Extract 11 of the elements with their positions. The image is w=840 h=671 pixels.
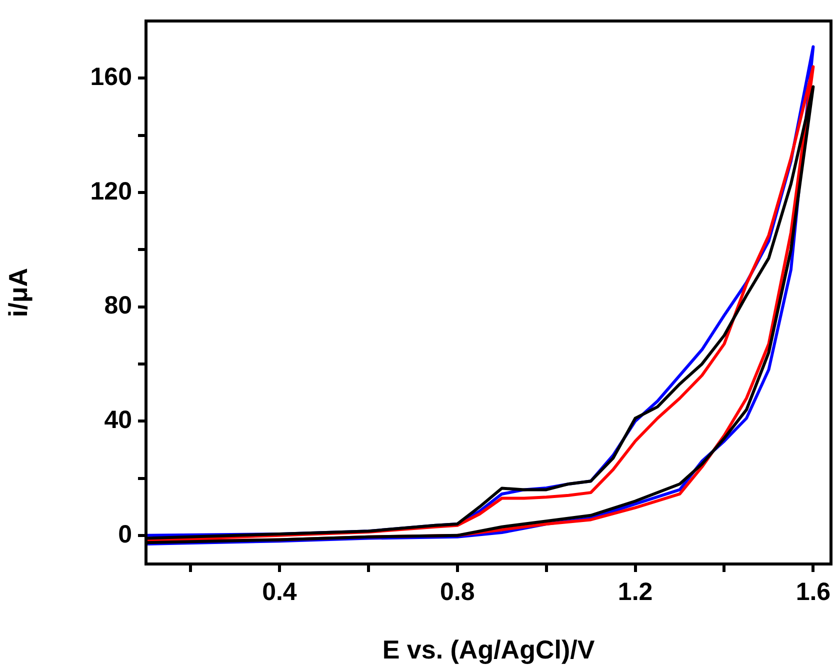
- x-tick-label: 0.8: [440, 578, 475, 606]
- x-tick-label: 1.6: [796, 578, 831, 606]
- y-axis-title: i/μA: [2, 268, 33, 318]
- x-tick-label: 0.4: [262, 578, 297, 606]
- x-axis-title: E vs. (Ag/AgCl)/V: [382, 634, 596, 665]
- y-tick-label: 160: [90, 63, 132, 92]
- y-tick-label: 120: [90, 177, 132, 206]
- y-tick-label: 80: [104, 292, 132, 320]
- y-tick-label: 0: [118, 520, 132, 548]
- x-tick-label: 1.2: [618, 578, 653, 606]
- y-tick-label: 40: [104, 406, 132, 434]
